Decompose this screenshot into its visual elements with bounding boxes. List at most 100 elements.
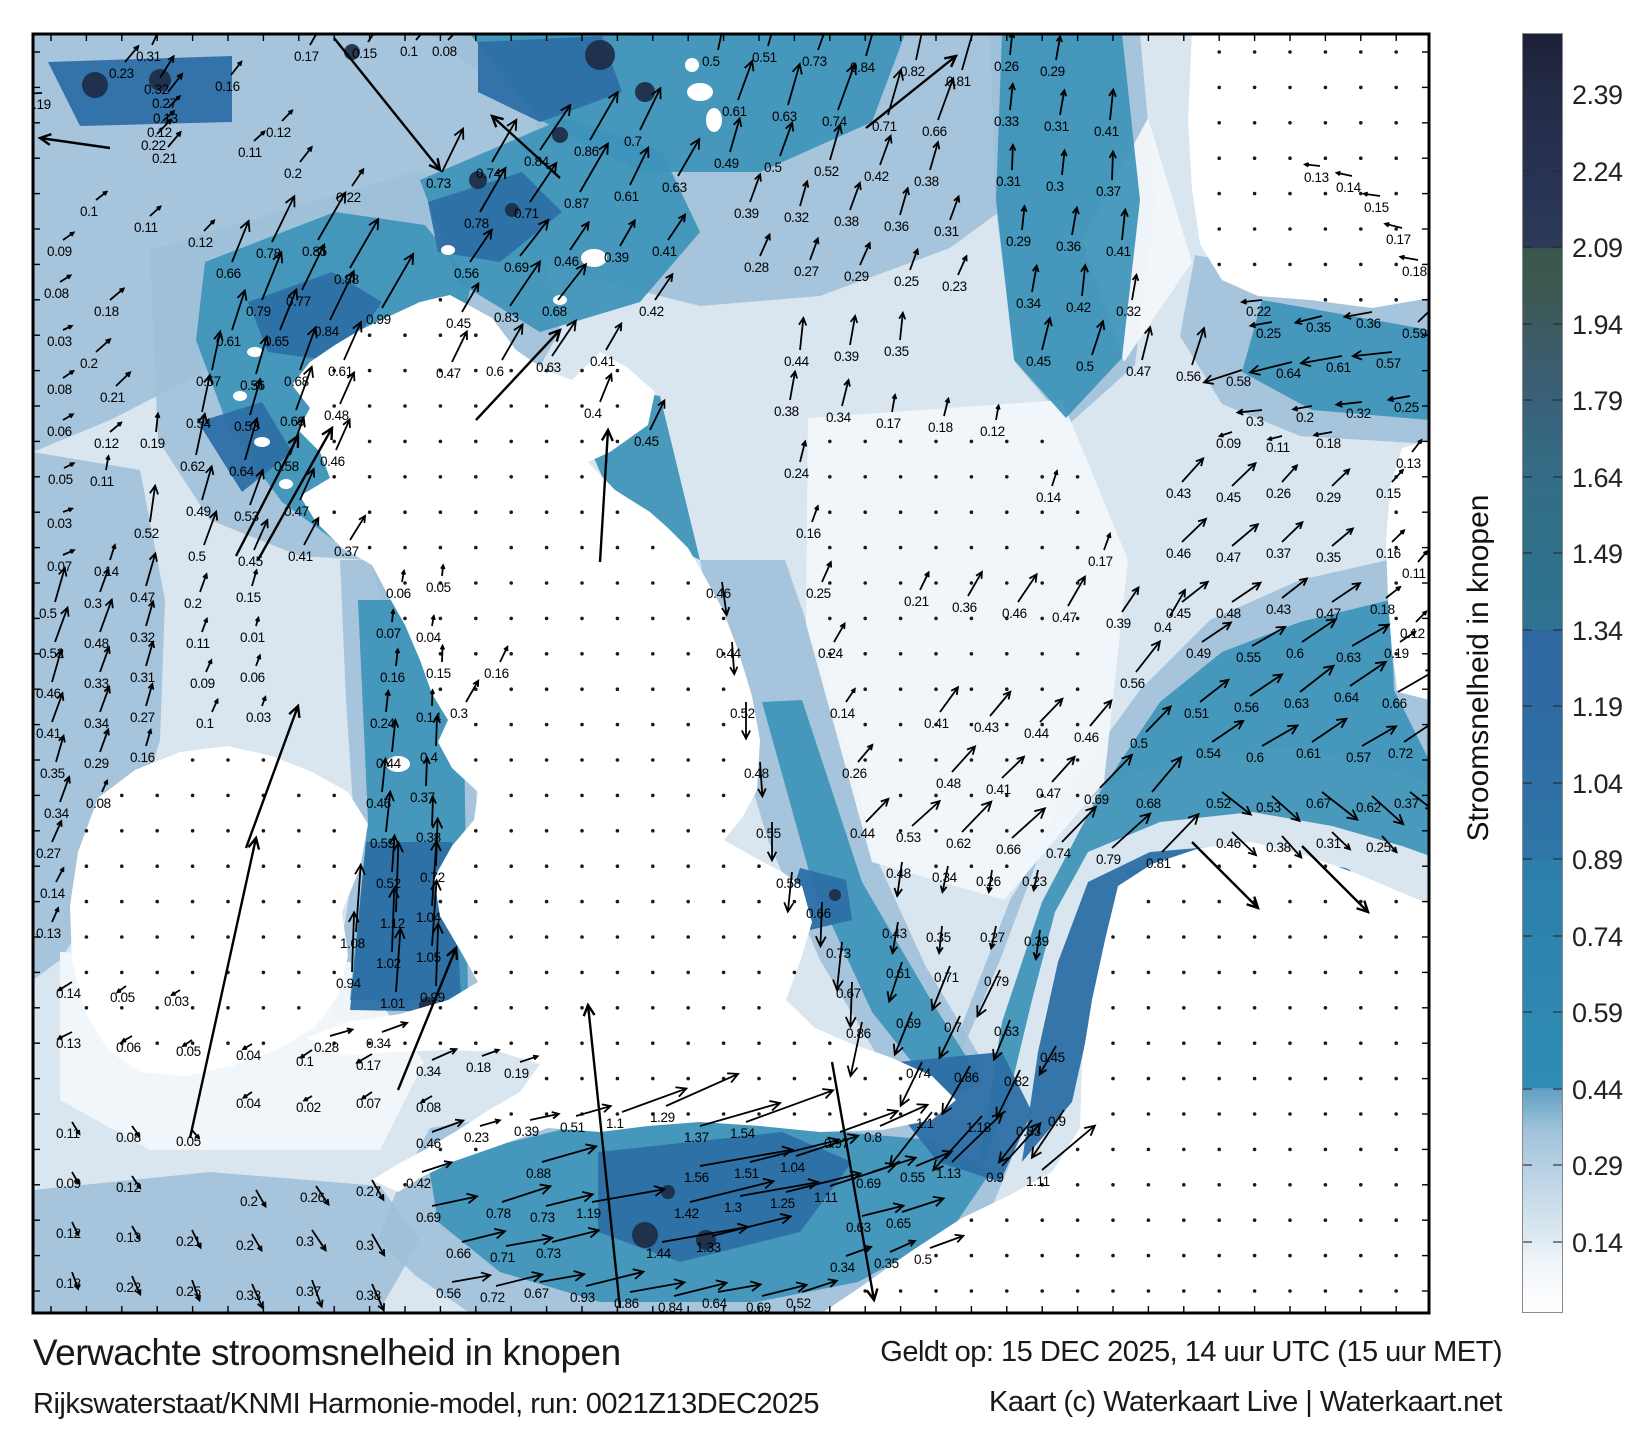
copyright-text: Kaart (c) Waterkaart Live | Waterkaart.n… <box>989 1386 1503 1418</box>
vector-label: 0.82 <box>900 64 925 79</box>
vector-label: 0.5 <box>764 160 782 175</box>
vector-label: 0.13 <box>56 1036 81 1051</box>
vector-label: 0.58 <box>274 459 299 474</box>
vector-label: 0.41 <box>36 726 61 741</box>
vector-label: 0.08 <box>47 382 72 397</box>
vector-label: 0.39 <box>834 349 859 364</box>
vector-label: 0.67 <box>836 986 861 1001</box>
vector-label: 0.09 <box>1216 436 1241 451</box>
vector-label: 1.25 <box>770 1196 795 1211</box>
vector-label: 0.25 <box>1256 326 1281 341</box>
vector-label: 0.55 <box>1236 650 1261 665</box>
vector-label: 0.23 <box>109 66 134 81</box>
vector-label: 0.46 <box>1216 836 1241 851</box>
vector-label: 0.44 <box>376 756 402 771</box>
colorbar-tickmark <box>1523 1164 1532 1167</box>
land-norway <box>1188 34 1430 308</box>
vector-label: 1.42 <box>674 1206 699 1221</box>
vector-label: 0.03 <box>246 710 271 725</box>
vector-label: 0.33 <box>84 676 109 691</box>
vector-label: 0.99 <box>420 990 445 1005</box>
vector-label: 0.45 <box>1040 1050 1065 1065</box>
vector-label: 0.83 <box>1016 1124 1041 1139</box>
vector-label: 0.37 <box>1266 546 1291 561</box>
vector-label: 0.07 <box>47 559 72 574</box>
vector-label: 0.27 <box>36 846 61 861</box>
vector-label: 1.54 <box>730 1126 756 1141</box>
vector-label: 0.32 <box>1346 406 1371 421</box>
vector-label: 0.25 <box>1366 840 1391 855</box>
vector-label: 0.11 <box>1266 440 1290 455</box>
vector-label: 0.61 <box>216 334 241 349</box>
vector-label: 0.29 <box>1316 490 1341 505</box>
vector-label: 0.42 <box>639 304 664 319</box>
vector-label: 0.14 <box>830 706 856 721</box>
vector-label: 0.52 <box>376 876 401 891</box>
colorbar-tickmark <box>1553 858 1562 861</box>
colorbar-tickmark <box>1553 781 1562 784</box>
vector-label: 0.35 <box>884 344 909 359</box>
vector-label: 0.62 <box>946 836 971 851</box>
vector-label: 0.71 <box>934 970 959 985</box>
vector-label: 0.38 <box>834 214 859 229</box>
vector-label: 0.11 <box>1402 566 1426 581</box>
vector-label: 0.25 <box>806 586 831 601</box>
vector-label: 0.58 <box>776 876 801 891</box>
vector-label: 0.39 <box>604 250 629 265</box>
vector-label: 0.34 <box>366 1036 392 1051</box>
colorbar-tickmark <box>1523 781 1532 784</box>
vector-label: 0.12 <box>116 1180 141 1195</box>
colorbar-tick-label: 0.59 <box>1572 998 1623 1029</box>
vector-label: 0.47 <box>1316 606 1341 621</box>
vector-label: 0.59 <box>370 836 395 851</box>
vector-label: 0.33 <box>994 114 1019 129</box>
vector-label: 0.25 <box>894 274 919 289</box>
vector-label: 0.55 <box>900 1170 925 1185</box>
vector-label: 0.41 <box>924 716 949 731</box>
vector-label: 0.72 <box>480 1290 505 1305</box>
vector-label: 0.46 <box>1074 730 1099 745</box>
vector-label: 0.73 <box>530 1210 555 1225</box>
vector-label: 0.46 <box>1002 606 1027 621</box>
vector-label: 0.82 <box>1004 1074 1029 1089</box>
vector-label: 0.84 <box>850 60 876 75</box>
vector-label: 0.61 <box>614 189 639 204</box>
vector-label: 0.28 <box>744 260 769 275</box>
vector-label: 0.4 <box>584 406 602 421</box>
vector-label: 0.5 <box>1130 736 1148 751</box>
vector-label: 0.6 <box>1286 646 1304 661</box>
vector-label: 0.56 <box>240 378 265 393</box>
vector-label: 0.85 <box>302 244 327 259</box>
islands <box>233 58 722 772</box>
vector-label: 0.18 <box>466 1060 491 1075</box>
vector-label: 0.63 <box>772 109 797 124</box>
vector-label: 0.68 <box>284 374 309 389</box>
vector-label: 0.24 <box>370 716 396 731</box>
vector-label: 0.27 <box>794 264 819 279</box>
vector-label: 0.83 <box>494 310 519 325</box>
vector-label: 0.3 <box>450 706 468 721</box>
vector-label: 0.65 <box>886 1216 911 1231</box>
vector-label: 0.44 <box>784 354 810 369</box>
colorbar-tickmark <box>1553 1240 1562 1243</box>
vector-label: 0.5 <box>39 606 57 621</box>
current-value-labels: 0.190.230.310.320.270.130.120.220.210.16… <box>26 44 1427 1315</box>
vector-label: 0.21 <box>100 390 125 405</box>
vector-label: 0.78 <box>486 1206 511 1221</box>
vector-label: 0.74 <box>1046 846 1072 861</box>
vector-label: 0.27 <box>152 96 177 111</box>
vector-label: 0.47 <box>1036 786 1061 801</box>
vector-label: 0.5 <box>702 54 720 69</box>
vector-label: 0.12 <box>188 235 213 250</box>
vector-label: 0.18 <box>1370 602 1395 617</box>
vector-label: 0.04 <box>416 630 442 645</box>
vector-label: 0.22 <box>336 190 361 205</box>
vector-label: 0.21 <box>904 594 929 609</box>
vector-label: 0.73 <box>826 946 851 961</box>
vector-label: 0.71 <box>872 119 897 134</box>
vector-label: 0.39 <box>734 206 759 221</box>
vector-label: 0.11 <box>90 474 114 489</box>
vector-label: 0.67 <box>524 1286 549 1301</box>
vector-label: 0.13 <box>153 111 178 126</box>
